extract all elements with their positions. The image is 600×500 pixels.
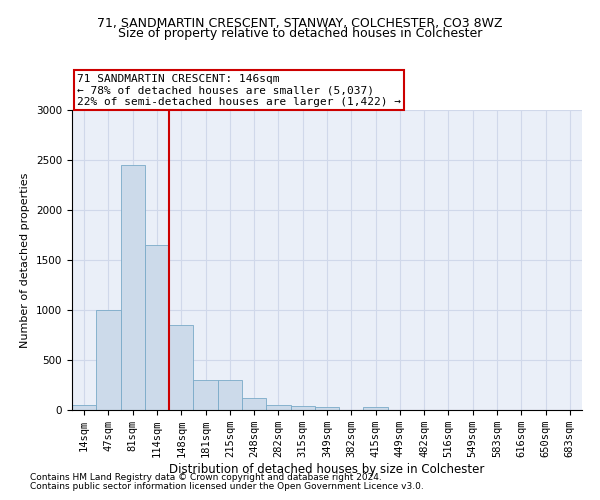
Bar: [364, 407, 388, 410]
Text: 71, SANDMARTIN CRESCENT, STANWAY, COLCHESTER, CO3 8WZ: 71, SANDMARTIN CRESCENT, STANWAY, COLCHE…: [97, 18, 503, 30]
Bar: [96, 310, 121, 410]
Text: Contains public sector information licensed under the Open Government Licence v3: Contains public sector information licen…: [30, 482, 424, 491]
Text: Size of property relative to detached houses in Colchester: Size of property relative to detached ho…: [118, 28, 482, 40]
Bar: [72, 405, 96, 410]
Bar: [290, 406, 315, 410]
Bar: [169, 325, 193, 410]
Bar: [145, 245, 169, 410]
Bar: [193, 380, 218, 410]
Bar: [121, 165, 145, 410]
Bar: [266, 405, 290, 410]
Text: Contains HM Land Registry data © Crown copyright and database right 2024.: Contains HM Land Registry data © Crown c…: [30, 474, 382, 482]
Bar: [218, 380, 242, 410]
X-axis label: Distribution of detached houses by size in Colchester: Distribution of detached houses by size …: [169, 463, 485, 476]
Text: 71 SANDMARTIN CRESCENT: 146sqm
← 78% of detached houses are smaller (5,037)
22% : 71 SANDMARTIN CRESCENT: 146sqm ← 78% of …: [77, 74, 401, 107]
Y-axis label: Number of detached properties: Number of detached properties: [20, 172, 31, 348]
Bar: [242, 398, 266, 410]
Bar: [315, 407, 339, 410]
